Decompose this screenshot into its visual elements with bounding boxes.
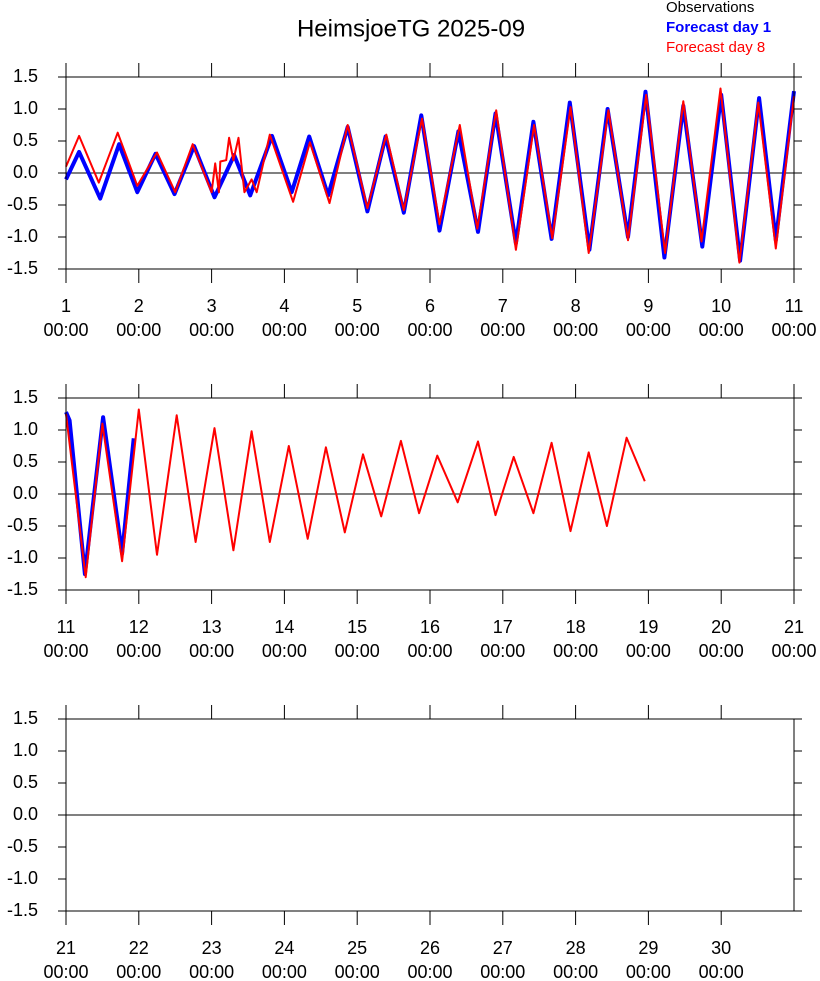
y-tick-label: 0.5 — [13, 130, 38, 150]
x-tick-label: 12 — [129, 617, 149, 637]
x-tick-sublabel: 00:00 — [480, 320, 525, 340]
x-tick-label: 25 — [347, 938, 367, 958]
x-tick-label: 19 — [638, 617, 658, 637]
x-tick-sublabel: 00:00 — [699, 320, 744, 340]
x-tick-label: 1 — [61, 296, 71, 316]
x-tick-sublabel: 00:00 — [262, 641, 307, 661]
x-tick-label: 30 — [711, 938, 731, 958]
y-tick-label: -1.0 — [7, 547, 38, 567]
x-tick-label: 29 — [638, 938, 658, 958]
x-tick-sublabel: 00:00 — [553, 320, 598, 340]
x-tick-sublabel: 00:00 — [189, 641, 234, 661]
y-tick-label: 1.0 — [13, 740, 38, 760]
x-tick-sublabel: 00:00 — [262, 962, 307, 981]
y-tick-label: 0.5 — [13, 451, 38, 471]
x-tick-sublabel: 00:00 — [699, 962, 744, 981]
x-tick-label: 9 — [643, 296, 653, 316]
y-tick-label: -0.5 — [7, 836, 38, 856]
chart-title: HeimsjoeTG 2025-09 — [297, 15, 525, 42]
x-tick-label: 14 — [274, 617, 294, 637]
x-tick-label: 3 — [207, 296, 217, 316]
y-tick-label: 1.5 — [13, 387, 38, 407]
y-tick-label: -0.5 — [7, 194, 38, 214]
y-tick-label: 1.5 — [13, 66, 38, 86]
x-tick-label: 2 — [134, 296, 144, 316]
x-tick-sublabel: 00:00 — [43, 320, 88, 340]
x-tick-label: 4 — [279, 296, 289, 316]
x-tick-sublabel: 00:00 — [407, 641, 452, 661]
x-tick-sublabel: 00:00 — [626, 320, 671, 340]
x-tick-sublabel: 00:00 — [116, 320, 161, 340]
y-tick-label: 1.0 — [13, 419, 38, 439]
y-tick-label: -1.5 — [7, 258, 38, 278]
series-line — [65, 87, 795, 264]
x-tick-sublabel: 00:00 — [262, 320, 307, 340]
x-tick-sublabel: 00:00 — [480, 641, 525, 661]
x-tick-sublabel: 00:00 — [699, 641, 744, 661]
x-tick-sublabel: 00:00 — [189, 962, 234, 981]
x-tick-sublabel: 00:00 — [335, 320, 380, 340]
x-tick-label: 11 — [57, 617, 76, 637]
x-tick-label: 15 — [347, 617, 367, 637]
y-tick-label: -1.0 — [7, 868, 38, 888]
x-tick-sublabel: 00:00 — [407, 962, 452, 981]
x-tick-sublabel: 00:00 — [116, 641, 161, 661]
x-tick-sublabel: 00:00 — [553, 962, 598, 981]
x-tick-label: 10 — [711, 296, 731, 316]
series-line — [65, 408, 646, 579]
x-tick-label: 21 — [56, 938, 76, 958]
x-tick-sublabel: 00:00 — [771, 641, 816, 661]
x-tick-label: 17 — [493, 617, 513, 637]
y-tick-label: 0.0 — [13, 804, 38, 824]
x-tick-label: 11 — [785, 296, 804, 316]
legend-entry: Forecast day 1 — [666, 19, 771, 36]
x-tick-label: 27 — [493, 938, 513, 958]
x-tick-sublabel: 00:00 — [335, 962, 380, 981]
y-tick-label: 0.5 — [13, 772, 38, 792]
x-tick-label: 23 — [202, 938, 222, 958]
x-tick-sublabel: 00:00 — [553, 641, 598, 661]
x-tick-label: 28 — [566, 938, 586, 958]
x-tick-sublabel: 00:00 — [43, 641, 88, 661]
x-tick-label: 13 — [202, 617, 222, 637]
x-tick-label: 6 — [425, 296, 435, 316]
x-tick-label: 24 — [274, 938, 294, 958]
x-tick-label: 20 — [711, 617, 731, 637]
legend-entry: Observations — [666, 0, 754, 16]
x-tick-label: 7 — [498, 296, 508, 316]
x-tick-sublabel: 00:00 — [189, 320, 234, 340]
y-tick-label: 0.0 — [13, 483, 38, 503]
legend-entry: Forecast day 8 — [666, 39, 765, 56]
y-tick-label: 0.0 — [13, 162, 38, 182]
x-tick-label: 16 — [420, 617, 440, 637]
x-tick-sublabel: 00:00 — [626, 962, 671, 981]
x-tick-sublabel: 00:00 — [116, 962, 161, 981]
y-tick-label: -0.5 — [7, 515, 38, 535]
x-tick-sublabel: 00:00 — [43, 962, 88, 981]
x-tick-label: 22 — [129, 938, 149, 958]
y-tick-label: 1.5 — [13, 708, 38, 728]
x-tick-sublabel: 00:00 — [771, 320, 816, 340]
x-tick-sublabel: 00:00 — [480, 962, 525, 981]
x-tick-label: 18 — [566, 617, 586, 637]
x-tick-label: 8 — [571, 296, 581, 316]
y-tick-label: -1.5 — [7, 900, 38, 920]
x-tick-label: 5 — [352, 296, 362, 316]
y-tick-label: -1.0 — [7, 226, 38, 246]
x-tick-label: 21 — [784, 617, 804, 637]
x-tick-sublabel: 00:00 — [407, 320, 452, 340]
x-tick-sublabel: 00:00 — [626, 641, 671, 661]
x-tick-label: 26 — [420, 938, 440, 958]
x-tick-sublabel: 00:00 — [335, 641, 380, 661]
y-tick-label: -1.5 — [7, 579, 38, 599]
y-tick-label: 1.0 — [13, 98, 38, 118]
